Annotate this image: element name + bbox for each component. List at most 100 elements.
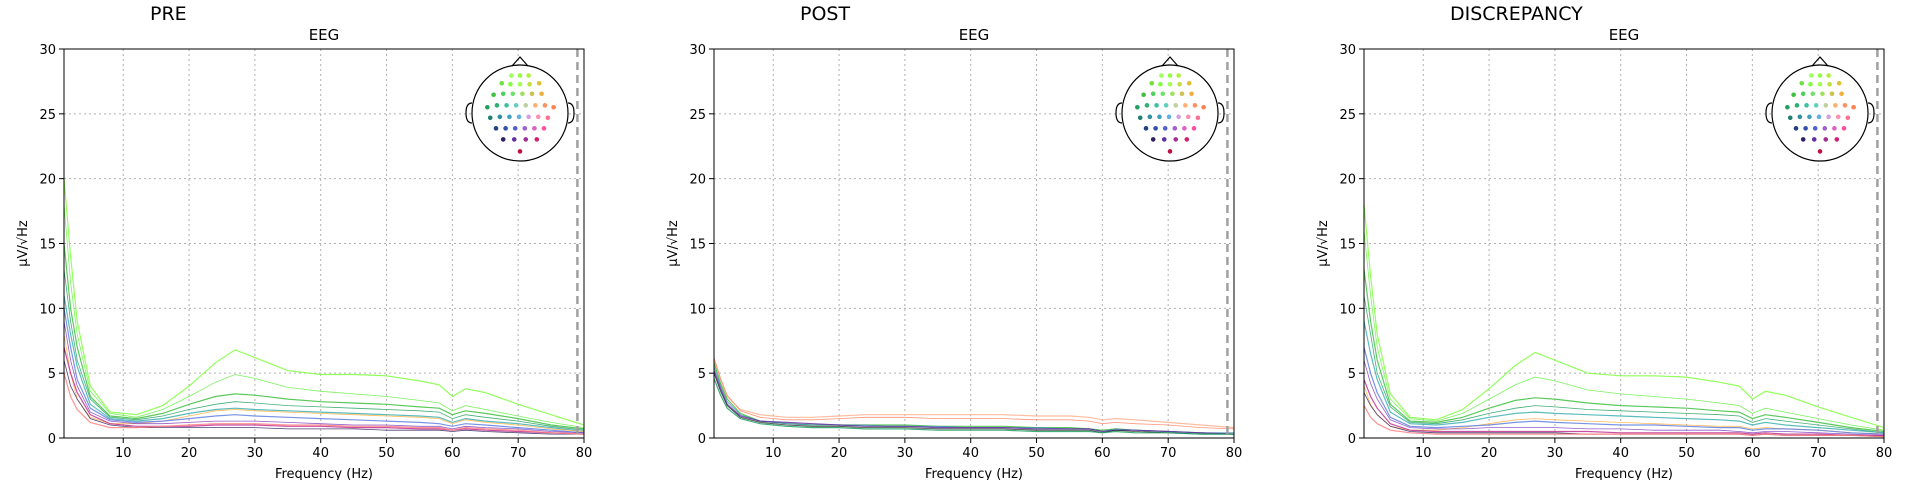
sensor-dot — [1179, 91, 1185, 97]
left-ear-icon — [1115, 102, 1123, 124]
panel-title-pre: PRE — [150, 3, 187, 25]
y-tick-label: 30 — [1339, 43, 1356, 58]
sensor-dot — [542, 103, 548, 108]
series-line — [63, 204, 585, 428]
sensor-dot — [1162, 126, 1168, 131]
sensor-dot — [523, 137, 529, 142]
y-axis-label: µV/√Hz — [666, 220, 681, 267]
sensor-dot — [522, 126, 528, 131]
sensor-dot — [1823, 103, 1829, 108]
x-tick-label: 50 — [378, 446, 395, 461]
x-tick-label: 30 — [1547, 446, 1564, 461]
sensor-dot — [1812, 126, 1818, 131]
sensor-dot — [508, 81, 513, 87]
y-tick-label: 15 — [1339, 238, 1356, 253]
x-tick-label: 10 — [1415, 446, 1432, 461]
sensor-dot — [526, 73, 531, 78]
sensor-dot — [1172, 126, 1178, 131]
sensor-dot — [513, 103, 519, 108]
series-line — [1363, 347, 1885, 435]
sensor-dot — [1800, 137, 1806, 142]
sensor-dot — [491, 92, 496, 98]
sensor-dot — [1787, 115, 1793, 121]
x-axis-label: Frequency (Hz) — [925, 467, 1023, 480]
x-tick-label: 50 — [1678, 446, 1695, 461]
series-line — [63, 295, 585, 433]
sensor-dot — [1810, 91, 1816, 97]
sensor-dot — [1813, 103, 1819, 108]
series-line — [1363, 269, 1885, 433]
sensor-dot — [551, 104, 556, 110]
y-tick-label: 15 — [689, 238, 706, 253]
sensor-dot — [1842, 103, 1848, 108]
sensor-dot — [1807, 114, 1812, 120]
sensor-dot — [512, 126, 518, 131]
series-line — [1363, 360, 1885, 436]
series-line — [1363, 379, 1884, 436]
sensor-dot — [1841, 126, 1847, 131]
series-line — [1363, 405, 1885, 438]
sensor-dot — [497, 114, 503, 120]
sensor-dot — [1149, 80, 1155, 86]
series-line — [63, 178, 585, 426]
sensor-dot — [1835, 114, 1841, 120]
axes-title: EEG — [959, 26, 990, 44]
sensor-dot — [1192, 103, 1198, 108]
axes-title: EEG — [1609, 26, 1640, 44]
sensor-dot — [1785, 104, 1790, 110]
right-ear-icon — [1867, 102, 1875, 124]
head-outline — [1121, 64, 1219, 162]
sensor-dot — [1159, 73, 1164, 78]
sensor-dot — [517, 149, 523, 154]
sensor-dot — [1793, 126, 1799, 131]
x-tick-label: 80 — [576, 446, 593, 461]
series-line — [63, 347, 585, 435]
sensor-dot — [509, 73, 514, 78]
y-tick-label: 25 — [689, 108, 706, 123]
y-tick-label: 25 — [1339, 108, 1356, 123]
sensor-dot — [1797, 114, 1803, 120]
series-line — [713, 357, 1235, 430]
x-tick-label: 30 — [247, 446, 264, 461]
y-axis-label: µV/√Hz — [1316, 220, 1331, 267]
sensor-dot — [1157, 114, 1162, 120]
sensor-dot — [1166, 114, 1172, 120]
sensor-dot — [1191, 126, 1197, 131]
sensor-dot — [1185, 114, 1191, 120]
sensor-dot — [1154, 103, 1159, 108]
sensor-dot — [1791, 92, 1796, 98]
sensor-dot — [1158, 81, 1163, 87]
x-tick-label: 60 — [1744, 446, 1761, 461]
sensor-dot — [1834, 137, 1840, 142]
sensor-dot — [1839, 91, 1844, 97]
sensor-head-inset — [465, 56, 575, 162]
sensor-dot — [1163, 103, 1169, 108]
sensor-dot — [1147, 114, 1153, 120]
sensor-dot — [1182, 126, 1187, 131]
left-ear-icon — [1765, 102, 1773, 124]
series-line — [1363, 204, 1885, 429]
sensor-dot — [516, 114, 522, 120]
x-tick-label: 40 — [312, 446, 329, 461]
sensor-dot — [1832, 126, 1837, 131]
sensor-dot — [485, 104, 490, 110]
right-ear-icon — [1217, 102, 1225, 124]
series-line — [1363, 295, 1885, 434]
left-ear-icon — [465, 102, 473, 124]
x-tick-label: 20 — [831, 446, 848, 461]
sensor-dot — [534, 137, 540, 142]
sensor-head-inset — [1765, 56, 1875, 162]
series-line — [63, 308, 585, 434]
sensor-head-inset — [1115, 56, 1225, 162]
sensor-dot — [527, 81, 532, 87]
nose-icon — [1161, 56, 1179, 67]
sensor-dot — [510, 91, 516, 97]
x-tick-label: 20 — [181, 446, 198, 461]
sensor-dot — [1817, 149, 1823, 154]
x-tick-label: 20 — [1481, 446, 1498, 461]
sensor-dot — [1160, 91, 1166, 97]
sensor-dot — [1176, 114, 1181, 120]
series-line — [713, 378, 1234, 435]
x-tick-label: 10 — [765, 446, 782, 461]
sensor-dot — [1170, 91, 1175, 97]
